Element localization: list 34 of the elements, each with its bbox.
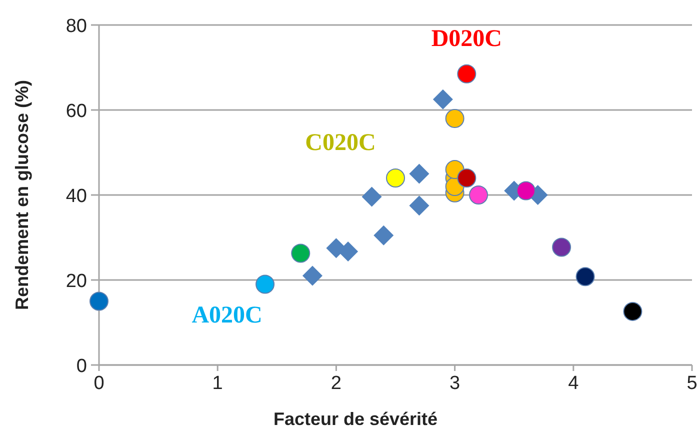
point [623,302,642,321]
y-tick-label: 80 [66,16,87,37]
point [457,168,476,188]
y-tick-label: 0 [76,356,87,377]
point [362,186,382,207]
point [469,186,488,204]
point [552,238,572,257]
x-tick-label: 3 [450,373,460,394]
y-axis-title: Rendement en glucose (%) [12,80,32,310]
point [445,109,464,128]
point [576,267,595,286]
x-tick-label: 5 [686,373,697,394]
x-tick-label: 1 [212,373,223,394]
point [90,292,108,311]
x-tick-label: 2 [330,373,342,394]
x-tick-label: 0 [94,373,104,394]
point [432,89,453,110]
y-tick-label: 20 [66,271,87,292]
point [291,244,310,263]
point [386,168,405,188]
y-tick-label: 40 [66,186,87,207]
annotation: A020C [192,302,262,328]
x-axis-title: Facteur de sévérité [273,409,438,429]
point [374,225,394,246]
annotation: D020C [431,26,502,52]
x-tick-label: 4 [568,373,580,394]
point [409,164,430,184]
point [256,274,275,294]
y-tick-label: 60 [66,101,87,122]
point [409,196,430,216]
annotation: C020C [305,130,376,156]
point [457,64,476,84]
point [516,181,536,200]
point [302,266,322,286]
